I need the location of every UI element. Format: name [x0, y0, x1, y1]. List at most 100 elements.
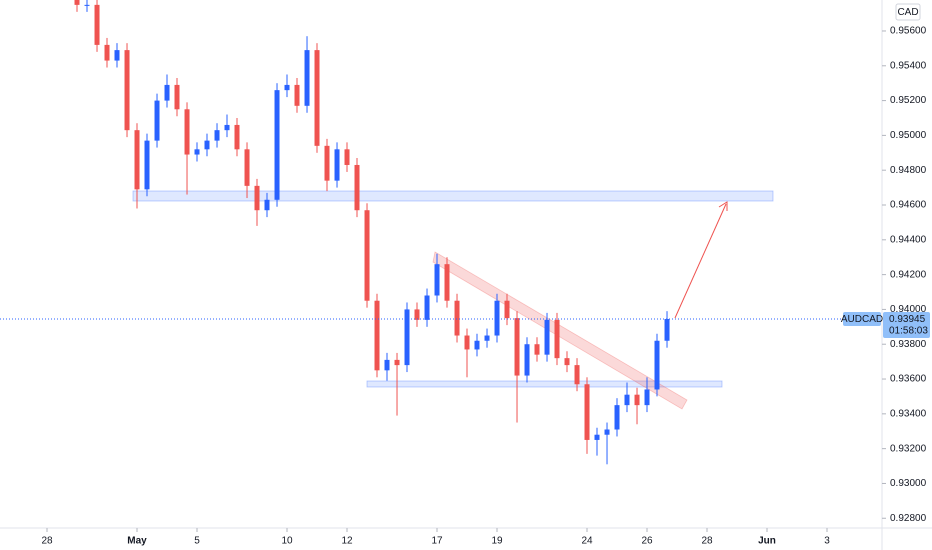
x-tick-label: 28	[41, 536, 53, 547]
candle-body	[514, 318, 520, 376]
candle-body	[124, 50, 130, 131]
x-tick-label: May	[127, 536, 147, 547]
y-tick-label: 0.95200	[890, 95, 927, 106]
candle-body	[264, 199, 270, 211]
candle-body	[484, 335, 490, 341]
arrow-head	[718, 201, 728, 211]
candle-body	[274, 90, 280, 200]
y-tick-label: 0.95600	[890, 26, 927, 37]
y-tick-label: 0.94200	[890, 269, 927, 280]
candle-body	[574, 365, 580, 385]
x-tick-label: Jun	[758, 536, 776, 547]
candle-body	[554, 319, 560, 359]
candle-body	[324, 145, 330, 181]
y-tick-label: 0.93200	[890, 443, 927, 454]
y-tick-label: 0.93000	[890, 478, 927, 489]
candle-body	[304, 50, 310, 106]
symbol-label: AUDCAD	[841, 314, 883, 325]
candle-body	[194, 149, 200, 155]
candle-body	[164, 84, 170, 101]
candle-body	[434, 264, 440, 296]
candle-body	[234, 124, 240, 150]
candle-body	[474, 340, 480, 350]
candle-body	[664, 318, 670, 341]
candle-body	[334, 149, 340, 181]
candle-body	[464, 335, 470, 350]
y-tick-label: 0.93400	[890, 408, 927, 419]
x-tick-label: 28	[701, 536, 713, 547]
candle-body	[564, 358, 570, 366]
candle-body	[184, 109, 190, 155]
candle-body	[624, 394, 630, 406]
candle-body	[114, 50, 120, 61]
candle-body	[594, 434, 600, 440]
candle-body	[74, 0, 80, 5]
candle-body	[504, 300, 510, 319]
currency: CAD	[897, 7, 918, 18]
x-tick-label: 10	[281, 536, 293, 547]
candle-body	[144, 140, 150, 190]
candle-body	[214, 130, 220, 141]
candle-body	[414, 309, 420, 320]
candle-body	[154, 100, 160, 141]
candle-body	[364, 210, 370, 301]
candle-body	[654, 340, 660, 390]
support-zone	[366, 380, 723, 388]
candle-body	[94, 4, 100, 45]
resistance-zone	[132, 190, 774, 202]
candle-body	[524, 344, 530, 376]
y-tick-label: 0.93600	[890, 374, 927, 385]
candle-body	[134, 130, 140, 190]
candle-body	[614, 405, 620, 430]
candle-body	[644, 389, 650, 406]
currency-box	[895, 3, 921, 21]
candle-body	[314, 50, 320, 146]
candle-body	[394, 359, 400, 366]
y-tick-label: 0.94000	[890, 304, 927, 315]
candle-body	[84, 4, 90, 6]
candle-body	[174, 84, 180, 110]
y-tick-label: 0.95000	[890, 130, 927, 141]
price-label: 0.93945	[889, 314, 926, 325]
x-tick-label: 5	[194, 536, 200, 547]
candle-body	[634, 394, 640, 406]
candle-body	[254, 185, 260, 211]
candle-body	[404, 309, 410, 366]
y-tick-label: 0.94800	[890, 165, 927, 176]
candle-body	[494, 300, 500, 336]
symbol-box	[843, 311, 881, 326]
candle-body	[204, 140, 210, 150]
candle-body	[374, 300, 380, 371]
candle-body	[104, 44, 110, 61]
x-tick-label: 3	[824, 536, 830, 547]
price-box	[883, 311, 930, 338]
candle-body	[284, 84, 290, 91]
candle-body	[344, 149, 350, 165]
x-tick-label: 26	[641, 536, 653, 547]
candle-body	[244, 149, 250, 186]
candle-body	[354, 164, 360, 211]
countdown-label: 01:58:03	[889, 326, 928, 337]
y-tick-label: 0.92800	[890, 513, 927, 524]
x-tick-label: 12	[341, 536, 353, 547]
candle-body	[294, 84, 300, 106]
candle-body	[424, 295, 430, 320]
y-tick-label: 0.94400	[890, 234, 927, 245]
projection-arrow	[674, 203, 727, 319]
candle-body	[224, 124, 230, 131]
x-tick-label: 24	[581, 536, 593, 547]
candle-body	[384, 359, 390, 371]
candle-body	[544, 319, 550, 355]
y-tick-label: 0.94600	[890, 200, 927, 211]
y-tick-label: 0.95400	[890, 60, 927, 71]
candle-body	[584, 384, 590, 440]
x-tick-label: 17	[431, 536, 443, 547]
trend-channel	[432, 251, 688, 410]
candle-body	[444, 264, 450, 301]
candle-body	[604, 429, 610, 435]
candle-body	[534, 344, 540, 355]
x-tick-label: 19	[491, 536, 503, 547]
candle-body	[454, 300, 460, 336]
